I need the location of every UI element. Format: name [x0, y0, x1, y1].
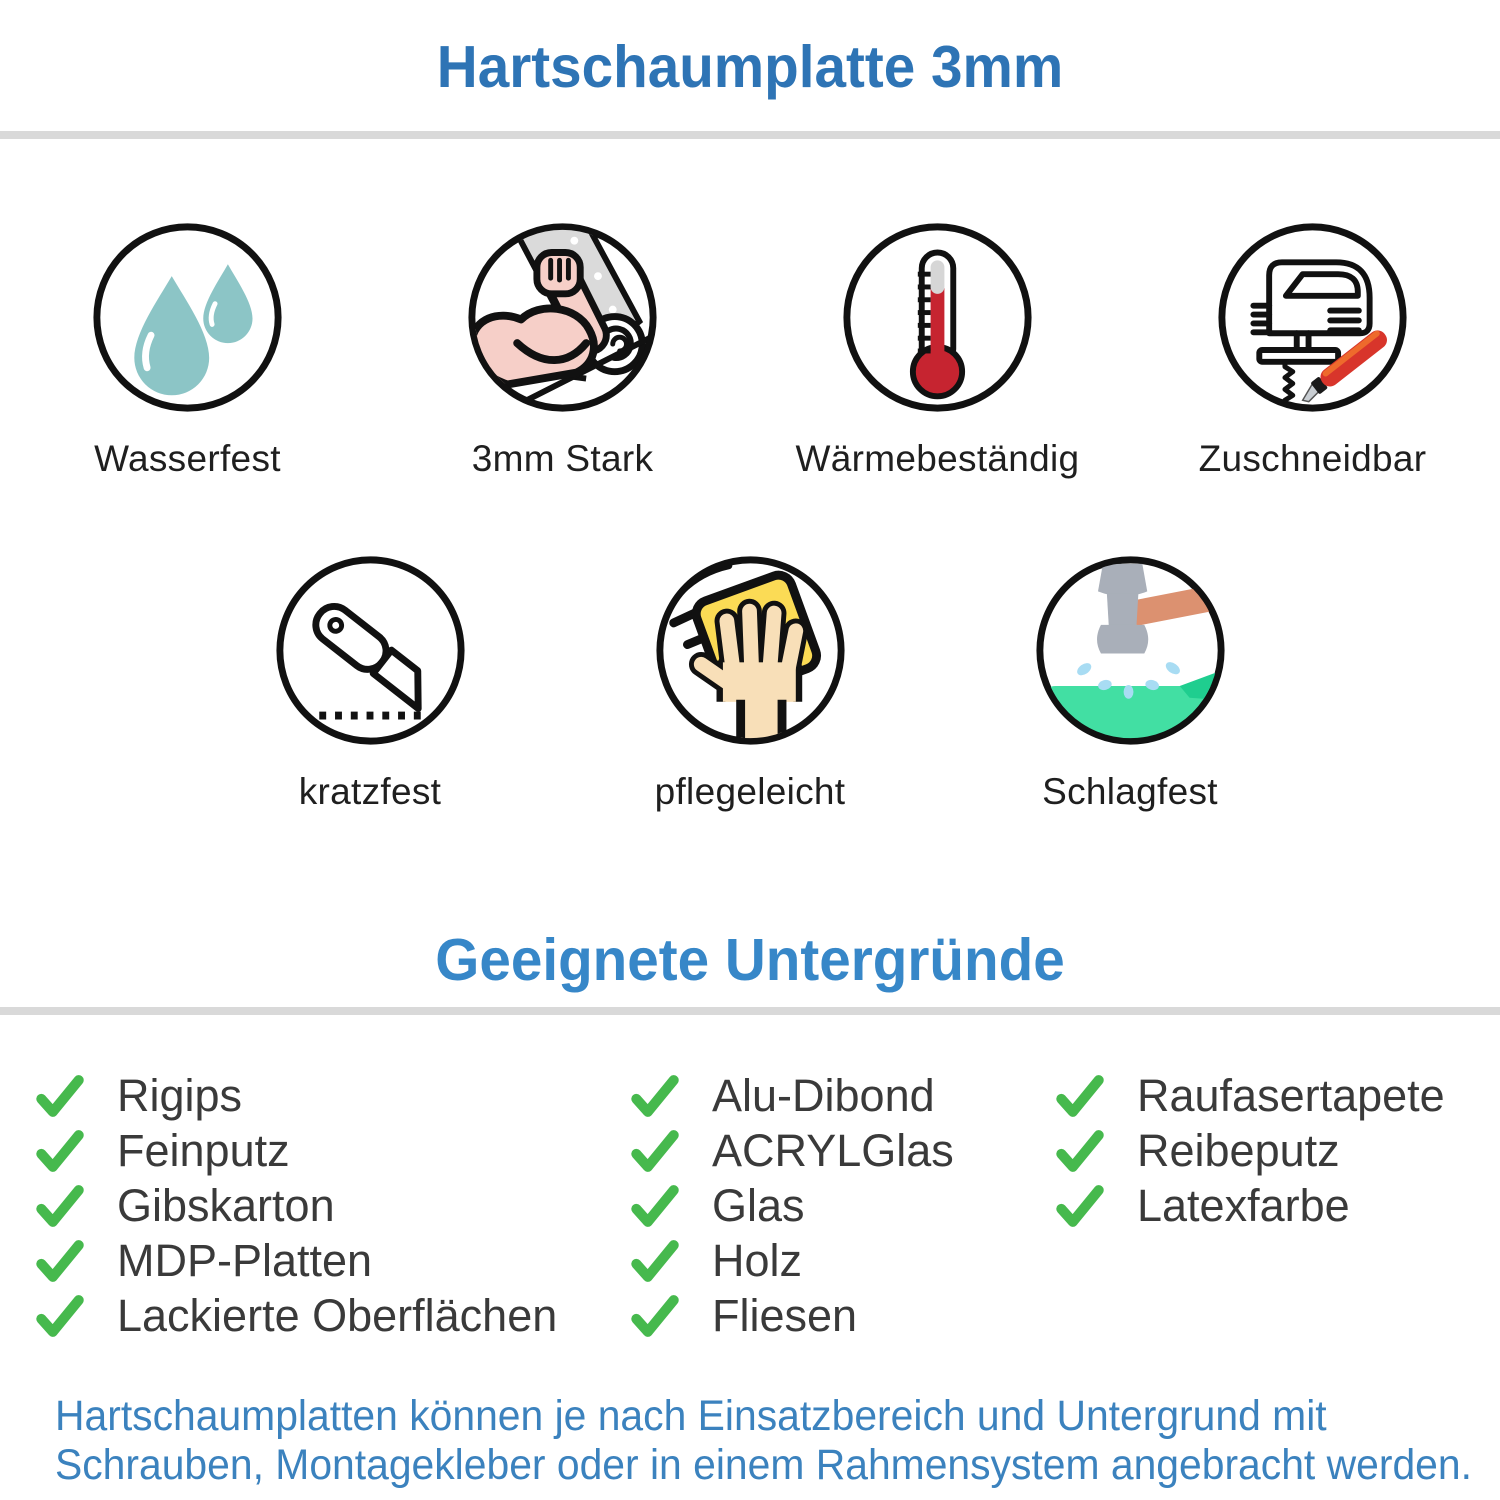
feature-3mm-strong: 3mm Stark — [375, 219, 750, 480]
surface-label: Reibeputz — [1137, 1124, 1340, 1176]
surface-label: Latexfarbe — [1137, 1179, 1350, 1231]
mounting-note-line-2: Schrauben, Montagekleber oder in einem R… — [55, 1441, 1472, 1489]
list-item: Alu-Dibond — [630, 1068, 1055, 1123]
list-item: Glas — [630, 1178, 1055, 1233]
checkmark-icon — [631, 1294, 679, 1337]
feature-heat-resistant: Wärmebeständig — [750, 219, 1125, 480]
mounting-note: Hartschaumplatten können je nach Einsatz… — [55, 1392, 1472, 1490]
water-drops-icon — [93, 223, 282, 412]
checkmark-icon — [36, 1184, 84, 1227]
list-item: Gibskarton — [35, 1178, 630, 1233]
feature-row-1: Wasserfest — [0, 219, 1500, 480]
jigsaw-icon — [1218, 223, 1407, 412]
list-item: Reibeputz — [1055, 1123, 1445, 1178]
surfaces-column-3: Raufasertapete Reibeputz Latexfarbe — [1055, 1068, 1445, 1343]
divider-top — [0, 131, 1500, 139]
feature-scratchproof: kratzfest — [180, 552, 560, 813]
checkmark-icon — [1056, 1074, 1104, 1117]
list-item: Holz — [630, 1233, 1055, 1288]
checkmark-icon — [631, 1184, 679, 1227]
flexed-arm-icon — [468, 223, 657, 412]
list-item: Raufasertapete — [1055, 1068, 1445, 1123]
feature-label: Schlagfest — [1042, 771, 1218, 812]
surface-label: Raufasertapete — [1137, 1069, 1445, 1121]
checkmark-icon — [631, 1239, 679, 1282]
checkmark-icon — [36, 1239, 84, 1282]
list-item: ACRYLGlas — [630, 1123, 1055, 1178]
feature-label: pflegeleicht — [654, 771, 846, 812]
checkmark-icon — [36, 1074, 84, 1117]
list-item: MDP-Platten — [35, 1233, 630, 1288]
checkmark-icon — [1056, 1184, 1104, 1227]
feature-row-2: kratzfest — [0, 552, 1500, 813]
checkmark-icon — [36, 1294, 84, 1337]
list-item: Rigips — [35, 1068, 630, 1123]
page-title: Hartschaumplatte 3mm — [436, 34, 1064, 100]
surface-label: Alu-Dibond — [712, 1069, 935, 1121]
utility-knife-icon — [275, 556, 465, 745]
surfaces-column-2: Alu-Dibond ACRYLGlas Glas Holz Fliesen — [630, 1068, 1055, 1343]
list-item: Fliesen — [630, 1288, 1055, 1343]
list-item: Feinputz — [35, 1123, 630, 1178]
checkmark-icon — [631, 1074, 679, 1117]
surface-label: Holz — [712, 1234, 803, 1286]
surfaces-title: Geeignete Untergründe — [435, 927, 1065, 993]
mounting-note-line-1: Hartschaumplatten können je nach Einsatz… — [55, 1392, 1327, 1440]
checkmark-icon — [1056, 1129, 1104, 1172]
wiping-hand-icon — [655, 556, 845, 745]
feature-cuttable: Zuschneidbar — [1125, 219, 1500, 480]
list-item: Latexfarbe — [1055, 1178, 1445, 1233]
feature-impact-resistant: Schlagfest — [940, 552, 1320, 813]
surface-label: Feinputz — [117, 1124, 290, 1176]
feature-label: kratzfest — [298, 771, 442, 812]
surface-label: Rigips — [117, 1069, 243, 1121]
surface-label: Gibskarton — [117, 1179, 335, 1231]
checkmark-icon — [631, 1129, 679, 1172]
surfaces-column-1: Rigips Feinputz Gibskarton MDP-Platten L… — [35, 1068, 630, 1343]
feature-waterproof: Wasserfest — [0, 219, 375, 480]
feature-label: Wärmebeständig — [795, 438, 1080, 479]
surface-label: Fliesen — [712, 1289, 858, 1341]
surface-label: Glas — [712, 1179, 805, 1231]
surface-label: MDP-Platten — [117, 1234, 373, 1286]
list-item: Lackierte Oberflächen — [35, 1288, 630, 1343]
thermometer-icon — [843, 223, 1032, 412]
feature-easy-care: pflegeleicht — [560, 552, 940, 813]
surface-label: ACRYLGlas — [712, 1124, 954, 1176]
surface-label: Lackierte Oberflächen — [117, 1289, 558, 1341]
surfaces-checklist: Rigips Feinputz Gibskarton MDP-Platten L… — [35, 1068, 1500, 1343]
feature-label: Zuschneidbar — [1198, 438, 1427, 479]
hammer-icon — [1035, 556, 1225, 745]
checkmark-icon — [36, 1129, 84, 1172]
feature-label: 3mm Stark — [471, 438, 654, 479]
divider-middle — [0, 1007, 1500, 1015]
feature-label: Wasserfest — [94, 438, 281, 479]
